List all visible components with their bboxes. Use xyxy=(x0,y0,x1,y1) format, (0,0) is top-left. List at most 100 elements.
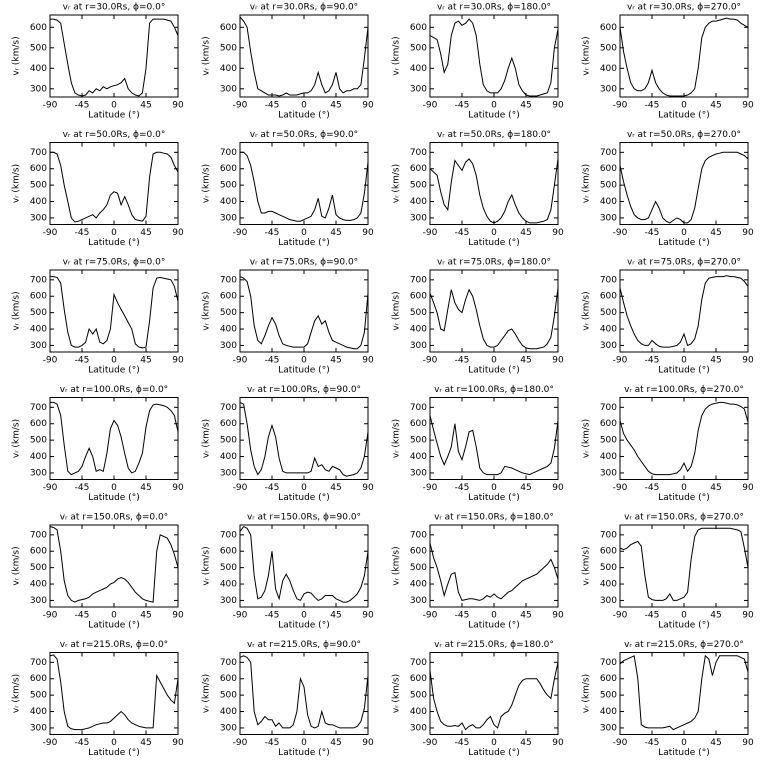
x-tick-label: 0 xyxy=(111,738,117,748)
y-tick-label: 600 xyxy=(30,164,47,174)
x-tick-label: -45 xyxy=(455,738,470,748)
data-line xyxy=(429,662,559,731)
x-tick-label: 0 xyxy=(301,611,307,621)
x-tick-label: -45 xyxy=(645,483,660,493)
chart-title: vᵣ at r=75.0Rs, ϕ=180.0° xyxy=(437,258,551,268)
y-tick-label: 700 xyxy=(30,530,47,540)
x-axis-label: Latitude (°) xyxy=(278,493,329,503)
x-tick-label: 90 xyxy=(552,228,564,238)
y-tick-label: 500 xyxy=(30,436,47,446)
y-tick-label: 500 xyxy=(600,43,617,53)
y-axis-label: vᵣ (km/s) xyxy=(392,546,402,585)
y-tick-label: 700 xyxy=(220,275,237,285)
x-tick-label: -90 xyxy=(43,228,58,238)
y-tick-label: 400 xyxy=(220,580,237,590)
y-tick-label: 700 xyxy=(220,403,237,413)
x-tick-label: 90 xyxy=(742,611,754,621)
y-tick-label: 600 xyxy=(410,292,427,302)
y-tick-label: 500 xyxy=(220,43,237,53)
y-tick-label: 400 xyxy=(30,452,47,462)
y-tick-label: 600 xyxy=(600,547,617,557)
y-tick-label: 500 xyxy=(30,308,47,318)
y-tick-label: 700 xyxy=(410,275,427,285)
data-line xyxy=(50,151,179,223)
x-axis-label: Latitude (°) xyxy=(88,111,139,121)
x-tick-label: 45 xyxy=(330,101,341,111)
y-tick-label: 300 xyxy=(410,84,427,94)
y-tick-label: 700 xyxy=(30,658,47,668)
plot-frame xyxy=(619,397,749,480)
y-tick-label: 300 xyxy=(600,468,617,478)
x-tick-label: 0 xyxy=(491,228,497,238)
y-axis-label: vᵣ (km/s) xyxy=(582,291,592,330)
y-tick-label: 600 xyxy=(410,419,427,429)
x-tick-label: 45 xyxy=(140,101,151,111)
x-axis-label: Latitude (°) xyxy=(278,238,329,248)
x-tick-label: -90 xyxy=(43,101,58,111)
y-tick-label: 500 xyxy=(600,308,617,318)
x-tick-label: 90 xyxy=(552,611,564,621)
y-tick-label: 300 xyxy=(30,723,47,733)
chart-title: vᵣ at r=100.0Rs, ϕ=270.0° xyxy=(624,385,744,395)
plot-frame xyxy=(49,14,179,98)
chart-title: vᵣ at r=150.0Rs, ϕ=270.0° xyxy=(624,513,744,523)
y-tick-label: 300 xyxy=(410,723,427,733)
y-tick-label: 700 xyxy=(410,403,427,413)
y-tick-label: 300 xyxy=(410,213,427,223)
x-tick-label: 0 xyxy=(681,611,687,621)
y-tick-label: 300 xyxy=(220,596,237,606)
y-tick-label: 300 xyxy=(600,723,617,733)
data-line xyxy=(49,526,179,603)
x-tick-label: 45 xyxy=(710,738,721,748)
plot-frame xyxy=(239,652,369,735)
y-tick-label: 700 xyxy=(600,148,617,158)
y-axis-label: vᵣ (km/s) xyxy=(12,674,22,713)
y-tick-label: 600 xyxy=(600,292,617,302)
x-tick-label: 90 xyxy=(172,228,184,238)
chart-title: vᵣ at r=215.0Rs, ϕ=180.0° xyxy=(434,640,554,650)
y-tick-label: 400 xyxy=(30,64,47,74)
data-line xyxy=(619,17,749,97)
y-tick-label: 400 xyxy=(410,64,427,74)
chart-title: vᵣ at r=50.0Rs, ϕ=270.0° xyxy=(627,130,741,140)
x-axis-label: Latitude (°) xyxy=(468,366,519,376)
y-tick-label: 400 xyxy=(30,707,47,717)
y-tick-label: 500 xyxy=(410,181,427,191)
y-tick-label: 300 xyxy=(30,468,47,478)
x-tick-label: -90 xyxy=(613,611,628,621)
y-tick-label: 700 xyxy=(30,403,47,413)
x-tick-label: 90 xyxy=(172,356,184,366)
y-tick-label: 300 xyxy=(600,84,617,94)
plot-frame xyxy=(619,142,749,225)
x-tick-label: 0 xyxy=(491,738,497,748)
x-tick-label: 0 xyxy=(491,483,497,493)
x-tick-label: -90 xyxy=(43,738,58,748)
x-tick-label: 0 xyxy=(491,356,497,366)
x-tick-label: -90 xyxy=(423,228,438,238)
plot-frame xyxy=(239,397,369,480)
x-tick-label: -90 xyxy=(43,483,58,493)
x-tick-label: -45 xyxy=(265,483,280,493)
y-tick-label: 600 xyxy=(410,164,427,174)
plot-frame xyxy=(429,142,559,225)
chart-title: vᵣ at r=150.0Rs, ϕ=180.0° xyxy=(434,513,554,523)
data-line xyxy=(50,18,179,97)
x-tick-label: -90 xyxy=(613,101,628,111)
x-tick-label: -90 xyxy=(423,611,438,621)
x-tick-label: -45 xyxy=(645,356,660,366)
x-axis-label: Latitude (°) xyxy=(468,621,519,631)
y-tick-label: 500 xyxy=(600,436,617,446)
y-axis-label: vᵣ (km/s) xyxy=(582,546,592,585)
x-tick-label: 0 xyxy=(681,738,687,748)
x-tick-label: 0 xyxy=(111,483,117,493)
y-tick-label: 600 xyxy=(600,23,617,33)
plot-frame xyxy=(429,652,559,735)
y-tick-label: 700 xyxy=(410,148,427,158)
y-tick-label: 400 xyxy=(600,64,617,74)
plot-frame xyxy=(239,142,369,225)
y-axis-label: vᵣ (km/s) xyxy=(582,164,592,203)
y-axis-label: vᵣ (km/s) xyxy=(202,546,212,585)
y-tick-label: 300 xyxy=(600,596,617,606)
x-tick-label: -45 xyxy=(645,738,660,748)
